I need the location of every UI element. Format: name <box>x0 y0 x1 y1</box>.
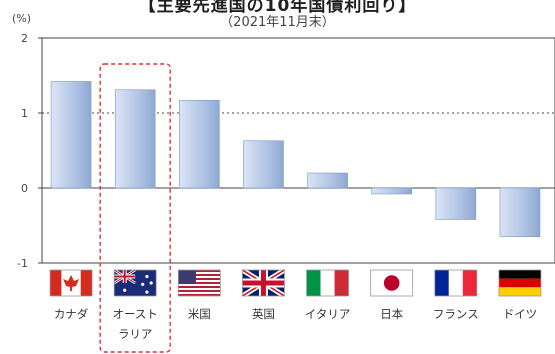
plot-frame <box>41 37 555 264</box>
bar-1 <box>50 81 92 189</box>
x-tick-label: ドイツ <box>503 307 538 321</box>
y-tick-label: 1 <box>21 107 28 120</box>
chart-subtitle: （2021年11月末） <box>220 15 335 30</box>
canada-flag <box>49 269 93 297</box>
germany-flag <box>498 269 542 297</box>
bar-8 <box>499 187 541 238</box>
y-tick-label: -1 <box>17 257 28 270</box>
bar-6 <box>371 187 412 195</box>
bar-2 <box>114 89 156 189</box>
bar-7 <box>435 187 477 220</box>
x-tick-label: オースト <box>112 307 157 321</box>
x-tick-label: 英国 <box>252 307 275 321</box>
x-tick-label: ラリア <box>118 327 153 341</box>
x-tick-label: 日本 <box>380 307 403 321</box>
italy-flag <box>306 269 349 297</box>
x-tick-label: 米国 <box>188 307 211 321</box>
y-axis-unit: (%) <box>12 12 32 25</box>
highlight-box <box>99 63 171 353</box>
x-tick-label: イタリア <box>305 307 351 321</box>
y-tick-label: 2 <box>21 32 28 45</box>
australia-flag <box>113 268 157 297</box>
uk-flag <box>241 267 286 299</box>
japan-flag <box>370 269 414 297</box>
france-flag <box>434 269 478 297</box>
chart-title: 【主要先進国の10年国債利回り】 <box>138 0 417 16</box>
x-tick-label: カナダ <box>54 307 89 321</box>
bar-4 <box>243 140 284 189</box>
usa-flag <box>177 269 221 297</box>
bar-5 <box>307 172 348 189</box>
bar-3 <box>179 99 220 189</box>
y-tick-label: 0 <box>21 182 28 195</box>
x-tick-label: フランス <box>433 307 479 321</box>
